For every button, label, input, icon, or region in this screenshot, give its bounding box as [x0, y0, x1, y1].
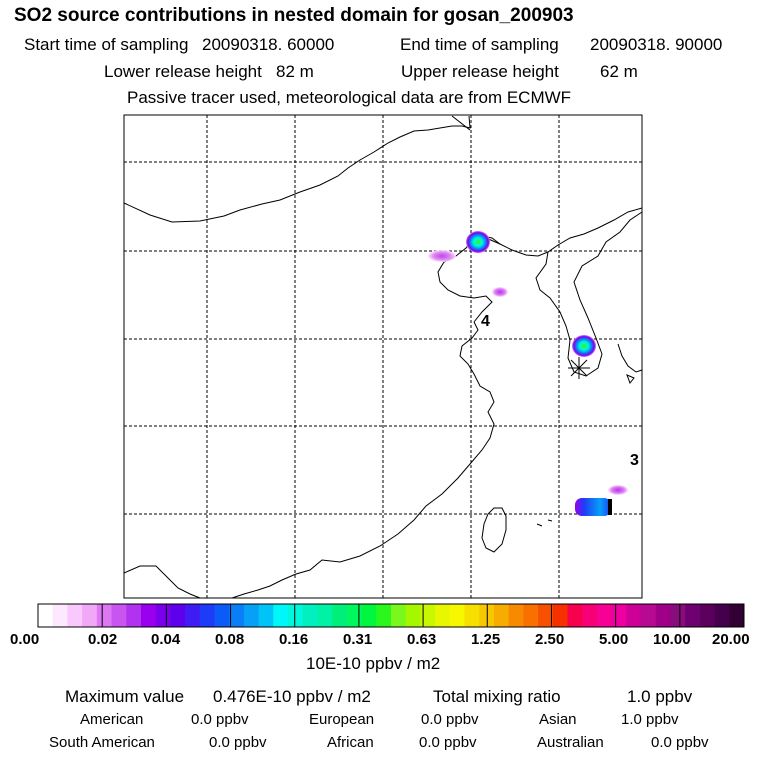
colorbar-segment — [140, 604, 157, 627]
colorbar-segment — [420, 604, 436, 627]
colorbar-segment — [611, 604, 627, 627]
contribution-areas — [428, 231, 628, 516]
colorbar-segment — [464, 604, 480, 627]
region-name: European — [309, 711, 375, 728]
colorbar-segment — [243, 604, 260, 627]
colorbar-segment — [302, 604, 318, 627]
total-mixing-label: Total mixing ratio — [433, 687, 561, 706]
colorbar-tick: 0.63 — [407, 631, 437, 648]
colorbar-segment — [111, 604, 127, 627]
colorbar-segment — [523, 604, 539, 627]
colorbar-segment — [361, 604, 377, 627]
start-time-value: 20090318. 60000 — [202, 35, 335, 54]
region-value: 0.0 ppbv — [191, 711, 249, 728]
colorbar-tick: 0.16 — [279, 631, 309, 648]
colorbar-tick: 2.50 — [535, 631, 565, 648]
max-value: 0.476E-10 ppbv / m2 — [213, 687, 371, 706]
tracer-note: Passive tracer used, meteorological data… — [127, 88, 572, 107]
colorbar-tick: 10.00 — [653, 631, 691, 648]
colorbar-segment — [273, 604, 289, 627]
colorbar-segment — [214, 604, 230, 627]
end-time-value: 20090318. 90000 — [590, 35, 723, 54]
colorbar-unit: 10E-10 ppbv / m2 — [306, 654, 441, 673]
colorbar-tick: 5.00 — [599, 631, 629, 648]
upper-height-value: 62 m — [600, 62, 638, 81]
coastlines — [123, 115, 643, 599]
page-title: SO2 source contributions in nested domai… — [14, 5, 574, 26]
total-mixing-value: 1.0 ppbv — [627, 687, 693, 706]
colorbar-segment — [52, 604, 68, 627]
colorbar-tick: 1.25 — [471, 631, 501, 648]
region-name: Australian — [537, 734, 604, 751]
upper-height-label: Upper release height — [401, 62, 559, 81]
marker-3: 3 — [630, 452, 639, 469]
colorbar-segment — [435, 604, 451, 627]
colorbar-tick: 0.04 — [151, 631, 181, 648]
colorbar-segment — [346, 604, 363, 627]
colorbar-segment — [655, 604, 671, 627]
colorbar-segment — [596, 604, 613, 627]
colorbar-segment — [229, 604, 245, 627]
region-name: American — [80, 711, 144, 728]
map-frame — [123, 114, 643, 599]
colorbar-tick: 0.08 — [215, 631, 245, 648]
colorbar-segment — [699, 604, 716, 627]
lower-height-label: Lower release height — [104, 62, 262, 81]
region-value: 0.0 ppbv — [209, 734, 267, 751]
colorbar-segment — [405, 604, 421, 627]
colorbar-segment — [449, 604, 466, 627]
colorbar-segment — [170, 604, 186, 627]
map-gridlines — [124, 115, 642, 598]
colorbar-segment — [38, 604, 54, 627]
colorbar-segment — [685, 604, 701, 627]
colorbar-segment — [391, 604, 407, 627]
colorbar-segment — [376, 604, 392, 627]
region-value: 0.0 ppbv — [651, 734, 709, 751]
colorbar-segment — [288, 604, 304, 627]
colorbar-segment — [538, 604, 554, 627]
colorbar-segment — [567, 604, 583, 627]
max-value-label: Maximum value — [65, 687, 185, 706]
colorbar-segment — [552, 604, 568, 627]
end-time-label: End time of sampling — [400, 35, 559, 54]
receptor-star-icon — [568, 357, 590, 379]
colorbar-tick: 0.02 — [88, 631, 118, 648]
region-name: African — [327, 734, 374, 751]
colorbar-segment — [641, 604, 657, 627]
region-name: Asian — [539, 711, 577, 728]
colorbar-segment — [493, 604, 510, 627]
colorbar-segment — [82, 604, 98, 627]
colorbar-segment — [626, 604, 642, 627]
colorbar-tick: 20.00 — [712, 631, 750, 648]
marker-4: 4 — [481, 313, 490, 330]
colorbar-segment — [258, 604, 274, 627]
colorbar-segment — [670, 604, 686, 627]
colorbar-segment — [317, 604, 333, 627]
region-value: 1.0 ppbv — [621, 711, 679, 728]
region-value: 0.0 ppbv — [419, 734, 477, 751]
colorbar-tick: 0.31 — [343, 631, 373, 648]
colorbar-segment — [155, 604, 171, 627]
lower-height-value: 82 m — [276, 62, 314, 81]
region-name: South American — [49, 734, 155, 751]
colorbar-segment — [508, 604, 524, 627]
colorbar-frame — [37, 603, 745, 628]
colorbar-tick: 0.00 — [10, 631, 40, 648]
colorbar-segments — [38, 604, 745, 627]
colorbar-segment — [714, 604, 730, 627]
colorbar-segment — [67, 604, 83, 627]
colorbar-segment — [582, 604, 598, 627]
colorbar-segment — [332, 604, 348, 627]
colorbar-segment — [185, 604, 201, 627]
start-time-label: Start time of sampling — [24, 35, 189, 54]
colorbar-segment — [729, 604, 745, 627]
colorbar-segment — [96, 604, 113, 627]
colorbar-segment — [199, 604, 215, 627]
region-value: 0.0 ppbv — [421, 711, 479, 728]
colorbar-segment — [126, 604, 142, 627]
